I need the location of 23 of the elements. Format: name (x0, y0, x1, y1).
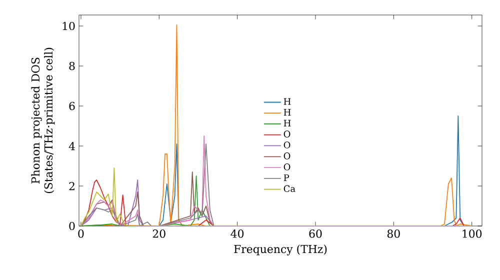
y-tick-label: 6 (69, 102, 75, 110)
legend-label: P (284, 174, 290, 181)
y-tick-label: 0 (69, 222, 75, 230)
x-tick-label: 0 (78, 230, 84, 238)
legend-label: H (284, 120, 291, 126)
legend-label: H (284, 98, 291, 105)
x-tick-label: 40 (230, 230, 244, 238)
legend-label: O (284, 130, 290, 138)
y-tick-label: 4 (68, 142, 75, 150)
x-tick-label: 80 (387, 230, 400, 238)
legend-label: H (284, 109, 291, 116)
legend-label: O (284, 164, 290, 170)
y-tick-label: 8 (69, 62, 75, 70)
legend-label: O (284, 152, 290, 160)
y-tick-label: 2 (69, 182, 74, 190)
x-tick-label: 20 (152, 230, 166, 238)
x-axis-title: Frequency (THz) (234, 244, 327, 256)
x-tick-label: 60 (309, 230, 322, 238)
y-tick-label: 10 (62, 22, 75, 30)
y-axis-title: Phonon projected DOS (States/THz·primitive cell) (31, 48, 55, 194)
legend-label: Ca (284, 185, 296, 192)
legend-label: O (284, 142, 290, 148)
x-tick-label: 100 (462, 230, 482, 238)
